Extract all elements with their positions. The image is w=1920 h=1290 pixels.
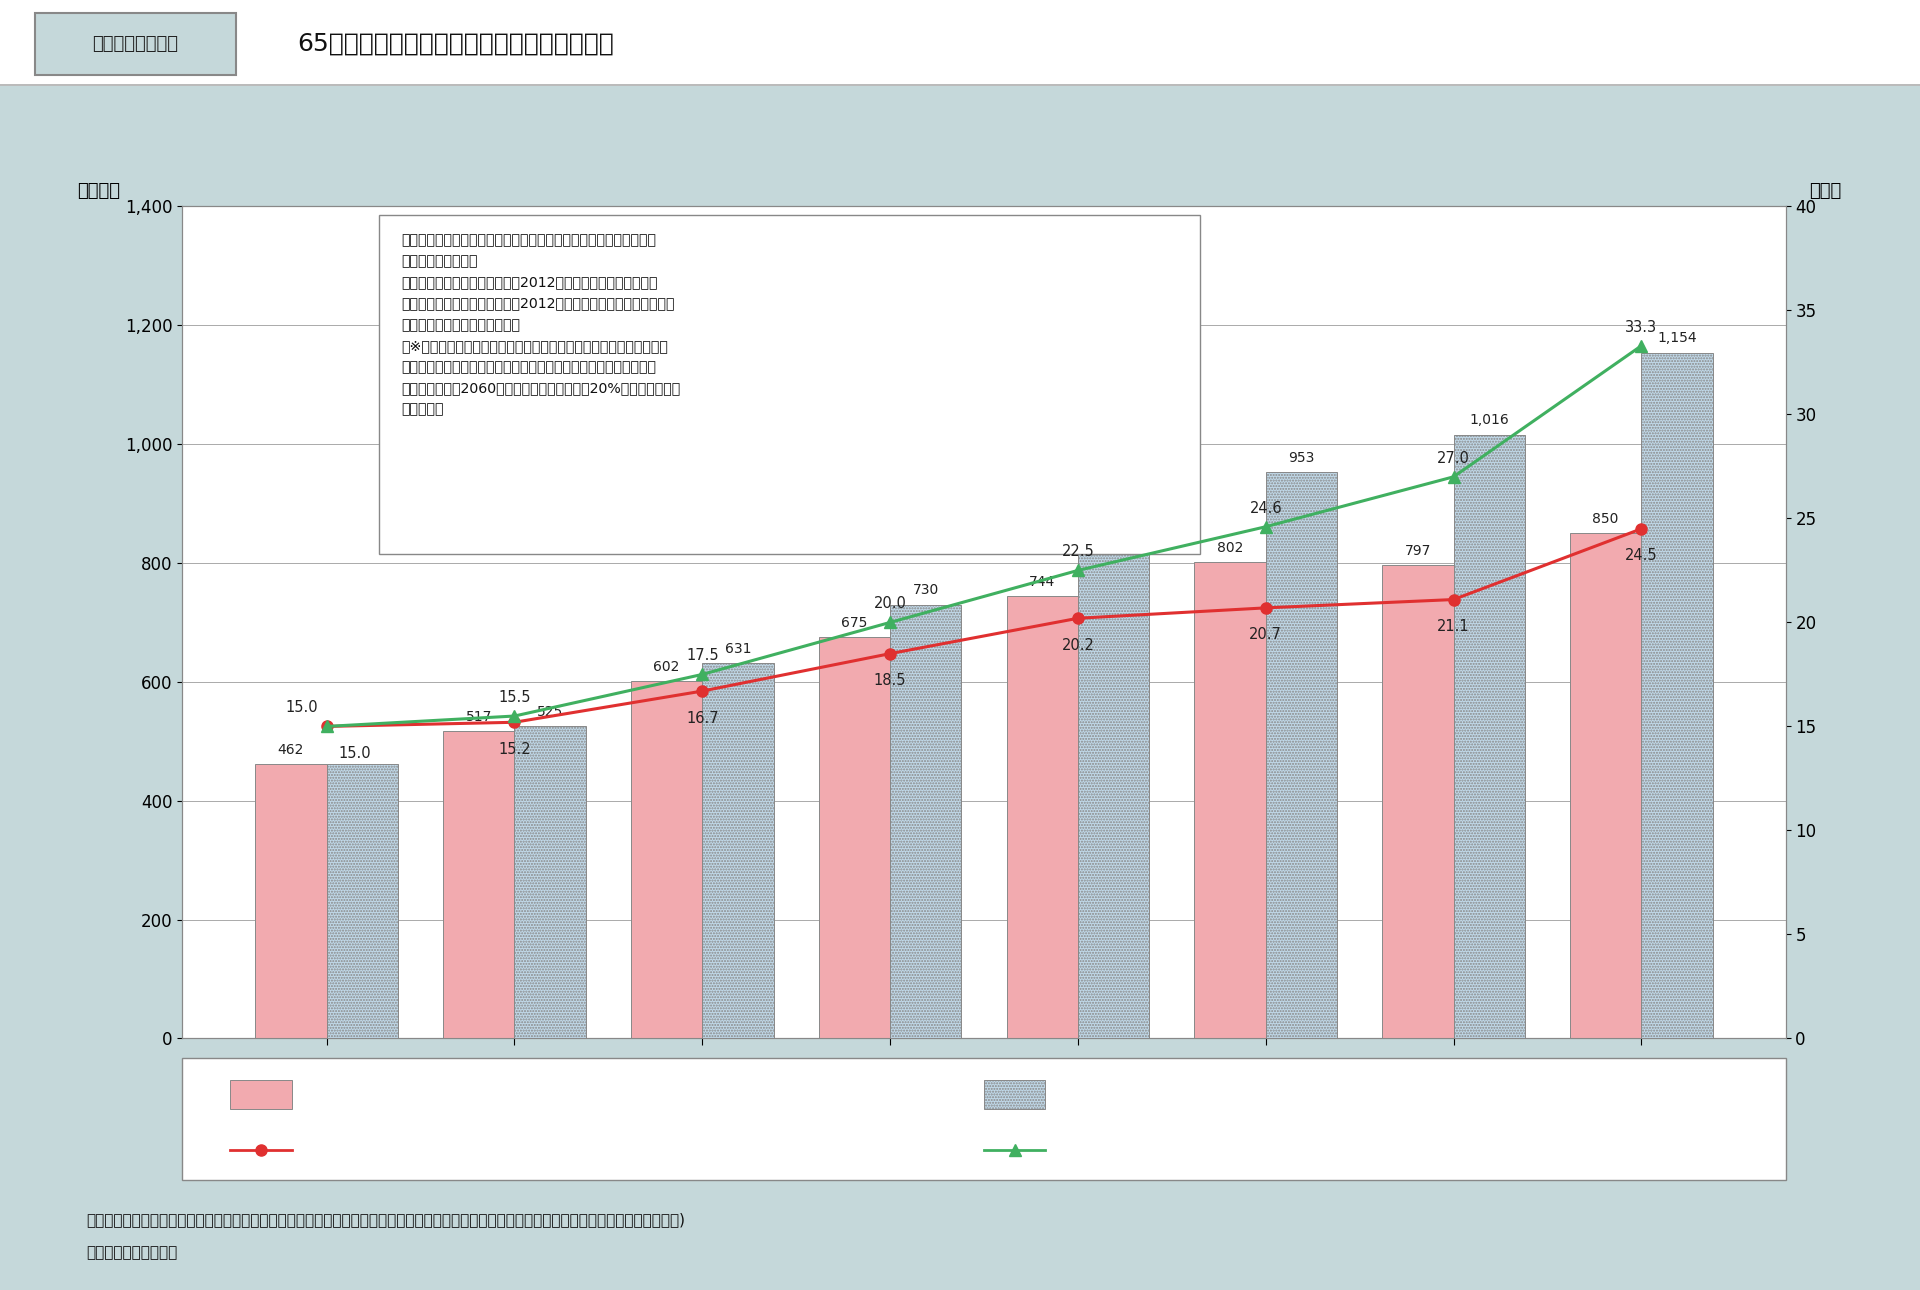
Bar (515, 726, 586, 1038)
Text: 各年齢の認知症有病率が上昇する場合（人数）: 各年齢の認知症有病率が上昇する場合（人数） (1060, 1087, 1252, 1102)
Text: 15.5: 15.5 (497, 690, 530, 704)
Text: 850: 850 (1592, 512, 1619, 526)
Text: 72: 72 (1630, 1104, 1651, 1122)
Text: (2020): (2020) (674, 1148, 730, 1166)
Text: 65歳以上の認知症患者の推定者と推定有病率: 65歳以上の認知症患者の推定者と推定有病率 (298, 32, 614, 55)
Bar (326, 764, 397, 1038)
Text: (2015): (2015) (488, 1148, 541, 1166)
Text: 17.5: 17.5 (685, 649, 718, 663)
Bar (818, 637, 891, 1038)
Text: 24.5: 24.5 (1624, 548, 1657, 564)
Bar (1642, 352, 1713, 1038)
Text: (2050): (2050) (1427, 1148, 1480, 1166)
Text: 27: 27 (503, 1104, 524, 1122)
Text: 平成24: 平成24 (305, 1104, 348, 1122)
Text: 各年齢の認知症有病率が一定の場合（率）（右目盛り）: 各年齢の認知症有病率が一定の場合（率）（右目盛り） (307, 1142, 536, 1157)
Text: 15.0: 15.0 (286, 700, 319, 716)
Text: 802: 802 (1217, 541, 1244, 555)
Text: 20.2: 20.2 (1062, 637, 1094, 653)
Text: 16.7: 16.7 (685, 711, 718, 725)
Text: 42: 42 (1068, 1104, 1089, 1122)
Text: 744: 744 (1029, 575, 1056, 590)
Text: 675: 675 (841, 617, 868, 630)
Text: 33.3: 33.3 (1626, 320, 1657, 334)
Text: 797: 797 (1405, 543, 1430, 557)
Text: 1,016: 1,016 (1469, 414, 1509, 427)
Text: 953: 953 (1288, 451, 1315, 464)
Text: 27.0: 27.0 (1436, 450, 1471, 466)
Text: 830: 830 (1100, 524, 1127, 538)
Text: (2012): (2012) (300, 1148, 355, 1166)
Text: 20.0: 20.0 (874, 596, 906, 611)
Bar (891, 605, 962, 1038)
Text: （年）: （年） (1745, 1104, 1774, 1122)
Bar (1265, 472, 1336, 1038)
Text: (2030): (2030) (1050, 1148, 1106, 1166)
Text: 517: 517 (465, 710, 492, 724)
Text: 長期の縦断的な認知症の有病率調査を行っている福岡県久山町研究
データに基づいた、
・各年齢層の認知症有病率が、2012年以降一定と仮定した場合
・各年齢層の認知: 長期の縦断的な認知症の有病率調査を行っている福岡県久山町研究 データに基づいた、… (401, 233, 682, 417)
Text: (2060): (2060) (1615, 1148, 1668, 1166)
Text: 15.0: 15.0 (338, 746, 371, 761)
Text: 18.5: 18.5 (874, 673, 906, 688)
Text: 各年齢の認知症有病率が一定の場合（人数）: 各年齢の認知症有病率が一定の場合（人数） (307, 1087, 490, 1102)
Bar (255, 764, 326, 1038)
Text: (2040): (2040) (1238, 1148, 1294, 1166)
Bar (1077, 546, 1150, 1038)
Text: 62: 62 (1444, 1104, 1465, 1122)
Text: 525: 525 (538, 706, 563, 720)
Text: 15.2: 15.2 (497, 742, 530, 757)
Text: （％）: （％） (1809, 182, 1841, 200)
Text: (2025): (2025) (862, 1148, 918, 1166)
Text: 602: 602 (653, 659, 680, 673)
Bar (632, 681, 703, 1038)
Bar (1571, 533, 1642, 1038)
Text: 730: 730 (912, 583, 939, 597)
Text: 24.6: 24.6 (1250, 501, 1283, 516)
Text: 20.7: 20.7 (1250, 627, 1283, 642)
Text: より内閣府作成: より内閣府作成 (86, 1245, 179, 1260)
Bar (703, 663, 774, 1038)
Text: 1,154: 1,154 (1657, 332, 1697, 346)
Text: 52: 52 (1256, 1104, 1277, 1122)
Bar (444, 731, 515, 1038)
Text: 図１－２－３－２: 図１－２－３－２ (92, 35, 179, 53)
Text: 22.5: 22.5 (1062, 544, 1094, 560)
Bar (1382, 565, 1453, 1038)
Text: 462: 462 (278, 743, 303, 757)
Text: （万人）: （万人） (77, 182, 119, 200)
Text: 37: 37 (879, 1104, 900, 1122)
Text: 資料：「日本における認知症の高齢者人口の将来推計に関する研究」（平成２６年度厚生労働科学研究費補助金特別研究事業　九州大学二宮教授): 資料：「日本における認知症の高齢者人口の将来推計に関する研究」（平成２６年度厚生… (86, 1213, 685, 1228)
Text: 21.1: 21.1 (1438, 619, 1471, 633)
Bar (1006, 596, 1077, 1038)
Bar (1453, 435, 1524, 1038)
FancyBboxPatch shape (380, 215, 1200, 555)
Text: 631: 631 (724, 642, 751, 657)
Text: 各年齢の認知症有病率が上昇する場合（率）（右目盛り）: 各年齢の認知症有病率が上昇する場合（率）（右目盛り） (1060, 1142, 1298, 1157)
Text: 32: 32 (691, 1104, 712, 1122)
Bar (1194, 562, 1265, 1038)
